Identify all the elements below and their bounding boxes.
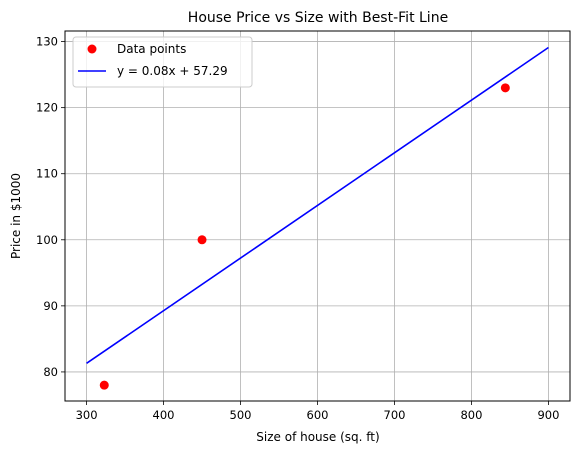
y-tick-label: 120 <box>36 101 58 115</box>
chart-title: House Price vs Size with Best-Fit Line <box>188 10 448 26</box>
data-point <box>99 380 109 390</box>
x-tick-label: 600 <box>307 408 329 422</box>
x-tick-label: 300 <box>76 408 98 422</box>
y-axis-label: Price in $1000 <box>9 173 23 259</box>
y-tick-label: 130 <box>36 35 58 49</box>
data-point <box>197 235 207 245</box>
axis-ticks: 300 400 500 600 700 800 900 80 90 100 110 120 130 <box>36 35 559 422</box>
x-tick-label: 400 <box>153 408 175 422</box>
legend-label-data-points: Data points <box>117 42 186 56</box>
y-tick-label: 80 <box>43 365 58 379</box>
y-tick-label: 90 <box>43 299 58 313</box>
x-tick-label: 800 <box>460 408 482 422</box>
data-point <box>500 83 510 93</box>
x-tick-label: 900 <box>537 408 559 422</box>
legend-marker-data-points <box>87 44 97 54</box>
plot-series <box>86 46 549 390</box>
y-tick-label: 110 <box>36 167 58 181</box>
x-tick-label: 700 <box>384 408 406 422</box>
legend-label-best-fit: y = 0.08x + 57.29 <box>117 64 228 78</box>
legend-box <box>72 36 253 88</box>
best-fit-line <box>86 46 549 364</box>
x-axis-label: Size of house (sq. ft) <box>256 430 379 444</box>
legend: Data points y = 0.08x + 57.29 <box>72 36 253 88</box>
x-tick-label: 500 <box>230 408 252 422</box>
y-tick-label: 100 <box>36 233 58 247</box>
grid <box>65 31 570 401</box>
